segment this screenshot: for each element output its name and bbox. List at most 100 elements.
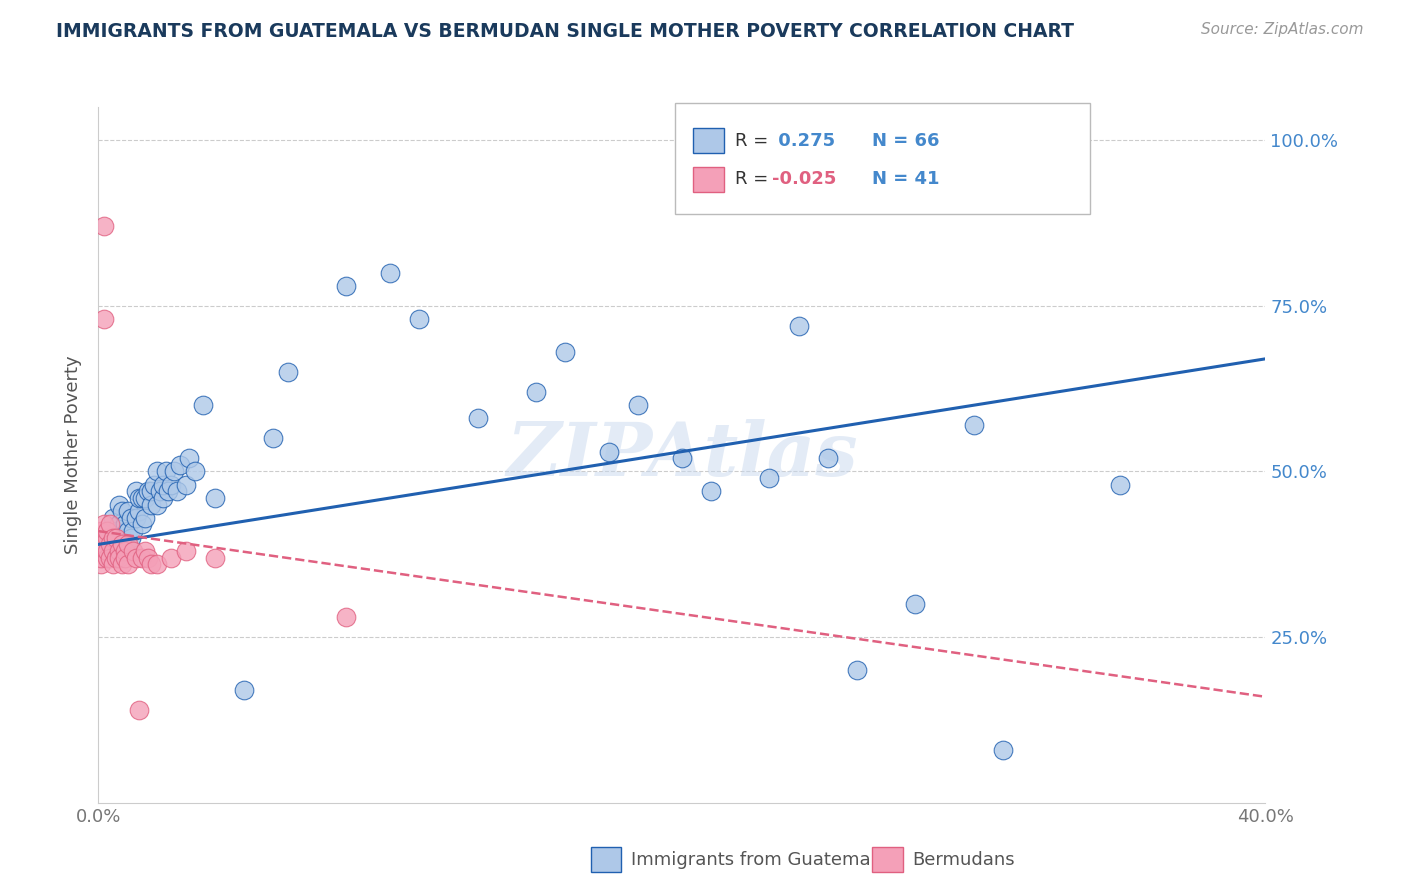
Point xyxy=(98,550,121,565)
Point xyxy=(139,558,162,572)
Point xyxy=(335,279,357,293)
Point xyxy=(131,550,153,565)
Point xyxy=(787,318,810,333)
Point xyxy=(93,312,115,326)
Point xyxy=(128,504,150,518)
Text: 0.275: 0.275 xyxy=(772,132,835,150)
Point xyxy=(554,345,576,359)
Point xyxy=(262,431,284,445)
Point xyxy=(991,743,1014,757)
Point xyxy=(193,398,215,412)
Point xyxy=(174,477,197,491)
Point xyxy=(108,544,131,558)
Point xyxy=(166,484,188,499)
Point xyxy=(146,498,169,512)
Point xyxy=(96,531,118,545)
Point xyxy=(90,558,112,572)
Point xyxy=(136,484,159,499)
Point xyxy=(117,524,139,538)
Point xyxy=(90,550,112,565)
Text: N = 66: N = 66 xyxy=(872,132,939,150)
Point xyxy=(125,484,148,499)
Point xyxy=(128,703,150,717)
Point xyxy=(93,517,115,532)
Point xyxy=(93,219,115,234)
Point xyxy=(104,531,127,545)
Point xyxy=(139,484,162,499)
Point xyxy=(117,504,139,518)
Text: R =: R = xyxy=(735,132,769,150)
Point xyxy=(96,544,118,558)
Point xyxy=(90,524,112,538)
Point xyxy=(101,544,124,558)
Point xyxy=(671,451,693,466)
Point xyxy=(93,544,115,558)
Point xyxy=(335,610,357,624)
Point xyxy=(122,544,145,558)
Point xyxy=(101,531,124,545)
Point xyxy=(101,531,124,545)
Text: -0.025: -0.025 xyxy=(772,170,837,188)
Point xyxy=(131,517,153,532)
Point xyxy=(104,550,127,565)
Point xyxy=(101,558,124,572)
Y-axis label: Single Mother Poverty: Single Mother Poverty xyxy=(65,356,83,554)
Point xyxy=(408,312,430,326)
Point xyxy=(152,477,174,491)
Point xyxy=(98,537,121,551)
Text: N = 41: N = 41 xyxy=(872,170,939,188)
Point xyxy=(111,504,134,518)
Point xyxy=(157,484,180,499)
Point xyxy=(155,465,177,479)
Point xyxy=(90,531,112,545)
Point xyxy=(134,491,156,505)
Point xyxy=(146,465,169,479)
Point xyxy=(627,398,650,412)
Point xyxy=(142,477,165,491)
Point xyxy=(96,524,118,538)
Point xyxy=(101,511,124,525)
Point xyxy=(163,465,186,479)
Point xyxy=(149,484,172,499)
Point xyxy=(93,537,115,551)
Point xyxy=(146,558,169,572)
Point xyxy=(98,524,121,538)
Point xyxy=(524,384,547,399)
Point xyxy=(598,444,620,458)
Point xyxy=(98,517,121,532)
Point xyxy=(177,451,200,466)
Point xyxy=(111,531,134,545)
Point xyxy=(128,491,150,505)
Point xyxy=(125,511,148,525)
Point xyxy=(904,597,927,611)
Point xyxy=(114,544,136,558)
Text: Source: ZipAtlas.com: Source: ZipAtlas.com xyxy=(1201,22,1364,37)
Point xyxy=(117,537,139,551)
Point xyxy=(90,544,112,558)
Point xyxy=(700,484,723,499)
Point xyxy=(817,451,839,466)
Point xyxy=(378,266,402,280)
Point xyxy=(169,458,191,472)
Point xyxy=(96,550,118,565)
Point xyxy=(108,550,131,565)
Point xyxy=(204,491,226,505)
Point xyxy=(117,558,139,572)
Point xyxy=(131,491,153,505)
Point xyxy=(277,365,299,379)
Point xyxy=(136,550,159,565)
Text: R =: R = xyxy=(735,170,769,188)
Point xyxy=(104,524,127,538)
Point xyxy=(108,498,131,512)
Point xyxy=(122,524,145,538)
Point xyxy=(114,537,136,551)
Text: IMMIGRANTS FROM GUATEMALA VS BERMUDAN SINGLE MOTHER POVERTY CORRELATION CHART: IMMIGRANTS FROM GUATEMALA VS BERMUDAN SI… xyxy=(56,22,1074,41)
Point xyxy=(160,477,183,491)
Point xyxy=(111,558,134,572)
Point xyxy=(174,544,197,558)
Point xyxy=(758,471,780,485)
Point xyxy=(845,663,868,677)
Point xyxy=(120,511,142,525)
Point xyxy=(96,531,118,545)
Point xyxy=(134,511,156,525)
